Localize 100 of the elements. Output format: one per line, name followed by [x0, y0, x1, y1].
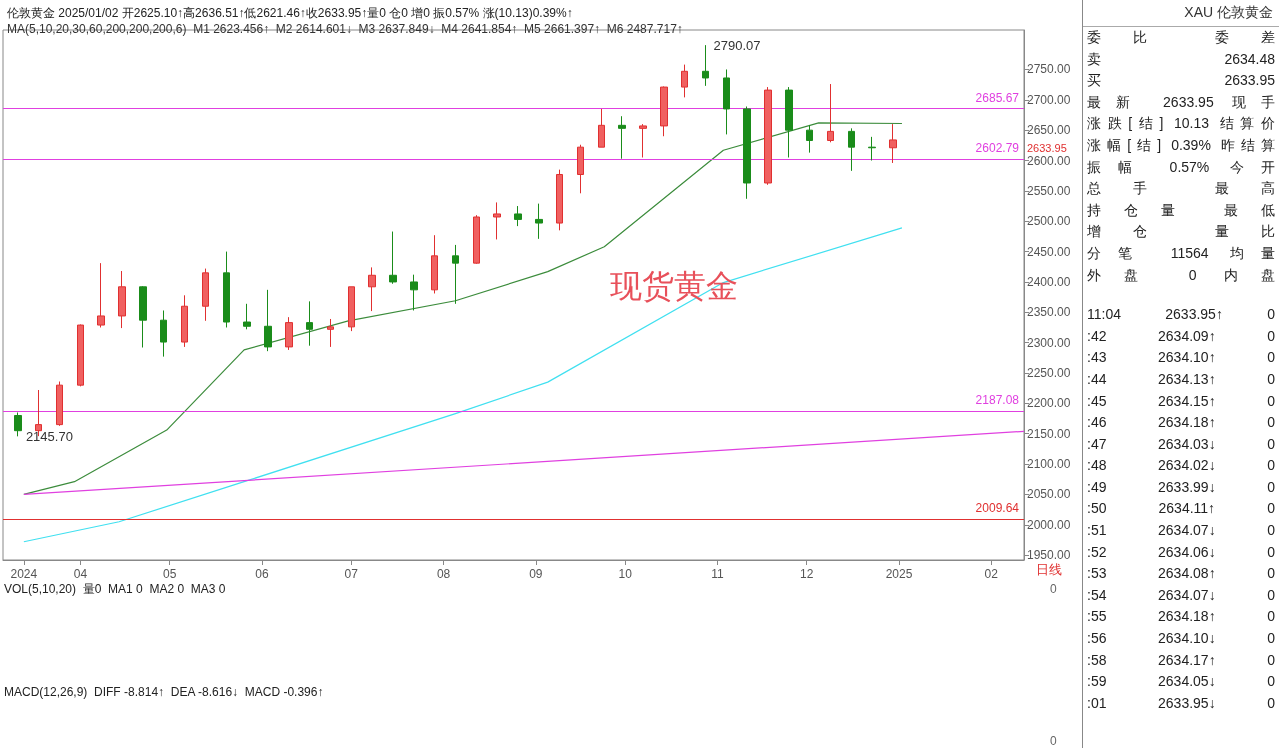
text: 委比 委差 — [1086, 28, 1276, 47]
line-series — [23, 227, 903, 543]
ref-line-label: 2187.08 — [975, 393, 1020, 408]
candlestick — [514, 205, 522, 227]
candlestick — [827, 83, 834, 143]
ref-line-label: 2602.79 — [975, 140, 1020, 155]
text: 分笔 11564 均量 — [1086, 243, 1276, 263]
text: :58 2634.17↑ 0 — [1086, 650, 1276, 670]
chart-title: 伦敦黄金 2025/01/02 开2625.10↑高2636.51↑低2621.46↑收2633.95↑量0 仓0 增0 振0.57% 涨(10.13)0.39%↑ — [7, 6, 573, 20]
candlestick — [473, 214, 480, 265]
y-tick-label: 1950.00 — [1027, 548, 1071, 563]
candlestick — [410, 274, 418, 311]
candlestick — [723, 68, 730, 135]
candlestick — [285, 316, 293, 351]
y-tick-label: 2750.00 — [1027, 62, 1071, 77]
chart-subtitle: MA(5,10,20,30,60,200,200,200,6) M1 2623.456↑ M2 2614.601↓ M3 2637.849↓ M4 2641.854↑ M5 2661.397↑ M6 2487.717↑ — [7, 22, 683, 36]
candlestick — [77, 323, 84, 387]
candlestick — [868, 136, 876, 162]
x-tick-label: 10 — [618, 567, 633, 581]
text: XAU 伦敦黄金 — [1083, 0, 1279, 27]
y-tick-label: 2650.00 — [1027, 123, 1071, 138]
text: :46 2634.18↑ 0 — [1086, 413, 1276, 433]
x-tick-label: 08 — [436, 567, 451, 581]
text: 日线 — [1036, 562, 1062, 577]
candlestick — [806, 124, 813, 154]
text: :50 2634.11↑ 0 — [1086, 499, 1276, 519]
text: :01 2633.95↓ 0 — [1086, 693, 1276, 713]
candlestick — [97, 262, 105, 328]
text: :44 2634.13↑ 0 — [1086, 369, 1276, 389]
text: 卖 2634.48 — [1086, 49, 1276, 69]
text: MACD(12,26,9) DIFF -8.814↑ DEA -8.616↓ MACD -0.396↑ — [4, 685, 324, 699]
text: :45 2634.15↑ 0 — [1086, 391, 1276, 411]
text: :56 2634.10↓ 0 — [1086, 629, 1276, 649]
text: 持仓量 最低 — [1086, 200, 1276, 220]
candlestick — [368, 266, 376, 312]
ref-line-label: 2009.64 — [975, 500, 1020, 515]
text: :52 2634.06↓ 0 — [1086, 542, 1276, 562]
candlestick — [618, 115, 626, 160]
candlestick — [889, 123, 897, 164]
candlestick — [202, 268, 209, 322]
y-tick-label: 2200.00 — [1027, 396, 1071, 411]
text: :49 2633.99↓ 0 — [1086, 477, 1276, 497]
y-tick-label: 2600.00 — [1027, 153, 1071, 168]
y-tick-label: 2350.00 — [1027, 305, 1071, 320]
text: 最新 2633.95 现手 — [1086, 92, 1276, 112]
candlestick — [764, 86, 772, 186]
text: 0 — [1050, 582, 1057, 596]
annotation: 2145.70 — [25, 428, 73, 444]
candlestick — [139, 285, 147, 349]
x-tick-label: 11 — [711, 567, 724, 581]
candlestick — [598, 108, 605, 148]
y-tick-label: 2700.00 — [1027, 92, 1071, 107]
x-tick-label: 09 — [529, 567, 543, 581]
line-series — [23, 122, 903, 496]
ref-line-label: 2685.67 — [975, 90, 1020, 105]
x-tick-label: 2025 — [885, 567, 913, 581]
text: :42 2634.09↑ 0 — [1086, 326, 1276, 346]
text: 买 2633.95 — [1086, 71, 1276, 91]
candlestick — [577, 144, 584, 194]
text: :51 2634.07↓ 0 — [1086, 521, 1276, 541]
y-tick-label: 2450.00 — [1027, 244, 1071, 259]
text: :55 2634.18↑ 0 — [1086, 607, 1276, 627]
text: VOL(5,10,20) 量0 MA1 0 MA2 0 MA3 0 — [4, 582, 226, 596]
candlestick — [160, 309, 167, 358]
annotation: 2790.07 — [713, 37, 761, 53]
text: :54 2634.07↓ 0 — [1086, 585, 1276, 605]
text: 涨幅[结] 0.39% 昨结算 — [1086, 135, 1276, 155]
candlestick — [431, 234, 438, 294]
y-tick-label: 2250.00 — [1027, 366, 1071, 381]
x-tick-label: 07 — [344, 567, 359, 581]
x-tick-label: 02 — [984, 567, 999, 581]
y-tick-label: 2550.00 — [1027, 183, 1071, 198]
x-tick-label: 06 — [255, 567, 269, 581]
candlestick — [681, 64, 688, 98]
text: :59 2634.05↓ 0 — [1086, 672, 1276, 692]
text: 总手 最高 — [1086, 179, 1276, 199]
candlestick — [493, 201, 501, 240]
candlestick — [348, 286, 355, 332]
candlestick — [702, 44, 709, 87]
candlestick — [243, 303, 251, 330]
candlestick — [14, 411, 22, 437]
candlestick — [118, 270, 126, 329]
candlestick — [556, 169, 563, 231]
x-tick-label: 05 — [163, 567, 177, 581]
text: 增仓 量比 — [1086, 222, 1276, 242]
text: :53 2634.08↑ 0 — [1086, 564, 1276, 584]
text: 0 — [1050, 734, 1057, 748]
y-tick-label: 2300.00 — [1027, 335, 1071, 350]
candlestick — [785, 86, 793, 158]
x-tick-label: 04 — [73, 567, 88, 581]
candlestick — [535, 203, 543, 240]
candlestick — [389, 231, 397, 285]
candlestick — [306, 300, 313, 347]
text: 11:04 2633.95↑ 0 — [1086, 305, 1276, 325]
text: 涨跌[结] 10.13 结算价 — [1086, 114, 1276, 134]
candlestick — [743, 105, 751, 200]
x-tick-label: 2024 — [10, 567, 38, 581]
candlestick — [223, 251, 230, 328]
x-tick-label: 12 — [800, 567, 814, 581]
y-tick-label: 2100.00 — [1027, 457, 1071, 472]
